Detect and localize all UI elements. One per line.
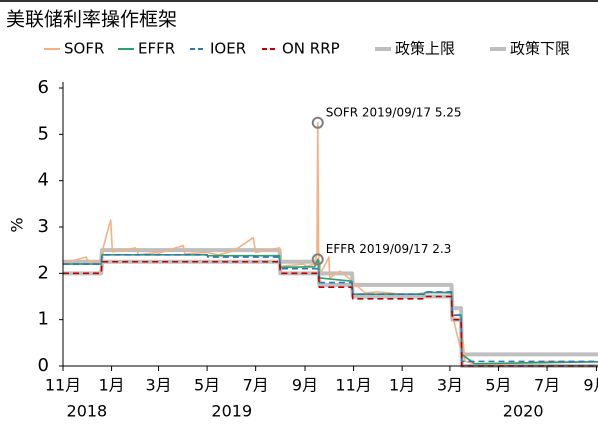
y-tick-label: 6 [38, 77, 49, 98]
legend-label: 政策上限 [395, 40, 455, 58]
y-tick-label: 5 [38, 123, 49, 144]
y-axis-label: % [8, 217, 27, 232]
series-line [63, 248, 598, 357]
y-tick-label: 3 [38, 216, 49, 237]
x-tick-label: 7月 [243, 376, 269, 395]
annotation: EFFR 2019/09/17 2.3 [326, 242, 452, 256]
legend-label: SOFR [64, 40, 104, 58]
annotation-marker [311, 116, 324, 129]
chart-title: 美联储利率操作框架 [6, 9, 177, 31]
y-tick-label: 4 [38, 170, 49, 191]
legend-label: EFFR [138, 40, 175, 58]
annotation: SOFR 2019/09/17 5.25 [326, 105, 462, 119]
series-line [63, 260, 598, 367]
x-tick-label: 7月 [534, 376, 560, 395]
series-line [63, 259, 598, 368]
x-tick-label: 9月 [292, 376, 318, 395]
year-label: 2018 [67, 402, 108, 421]
y-tick-label: 2 [38, 262, 49, 283]
year-label: 2020 [503, 402, 544, 421]
x-tick-label: 11月 [45, 376, 81, 395]
x-tick-label: 3月 [145, 376, 171, 395]
y-tick-label: 1 [38, 309, 49, 330]
y-tick-label: 0 [38, 355, 49, 376]
x-tick-label: 1月 [389, 376, 415, 395]
legend-label: ON RRP [282, 40, 340, 58]
x-tick-label: 5月 [485, 376, 511, 395]
x-tick-label: 9月 [583, 376, 598, 395]
legend-label: IOER [210, 40, 246, 58]
x-tick-label: 3月 [437, 376, 463, 395]
legend-label: 政策下限 [510, 40, 570, 58]
series-line [63, 254, 598, 365]
annotation-marker [311, 253, 324, 266]
series-line [63, 254, 598, 363]
x-tick-label: 1月 [98, 376, 124, 395]
x-tick-label: 11月 [335, 376, 371, 395]
x-tick-label: 5月 [194, 376, 220, 395]
year-label: 2019 [211, 402, 252, 421]
